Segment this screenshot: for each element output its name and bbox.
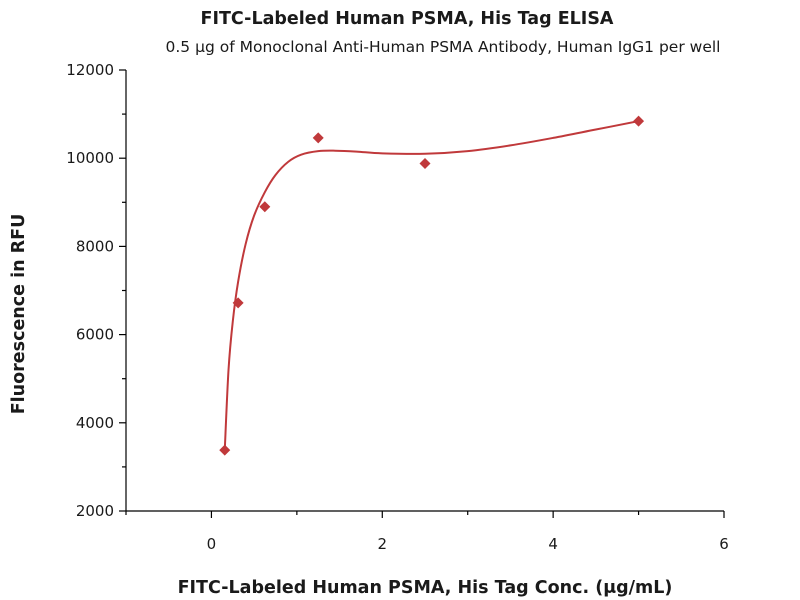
- x-tick-label: 6: [719, 535, 729, 553]
- fit-curve-group: [223, 120, 639, 451]
- data-point: [633, 115, 645, 127]
- data-point: [312, 132, 324, 144]
- data-points: [219, 115, 645, 456]
- chart-subtitle: 0.5 μg of Monoclonal Anti-Human PSMA Ant…: [166, 38, 721, 56]
- y-tick-label: 8000: [76, 237, 114, 255]
- y-tick-label: 2000: [76, 502, 114, 520]
- x-axis-label: FITC-Labeled Human PSMA, His Tag Conc. (…: [178, 578, 673, 598]
- fit-curve: [223, 120, 639, 451]
- y-tick-label: 10000: [66, 149, 114, 167]
- y-tick-label: 12000: [66, 61, 114, 79]
- y-axis-label: Fluorescence in RFU: [9, 214, 29, 415]
- ticks: 2000 4000 6000 8000 10000 12000 0 2 4 6: [66, 61, 728, 553]
- data-point: [259, 201, 271, 213]
- data-point: [419, 157, 431, 169]
- x-tick-label: 0: [207, 535, 217, 553]
- y-tick-label: 4000: [76, 414, 114, 432]
- x-tick-label: 4: [548, 535, 558, 553]
- chart-title: FITC-Labeled Human PSMA, His Tag ELISA: [201, 9, 614, 29]
- y-tick-label: 6000: [76, 326, 114, 344]
- x-tick-label: 2: [378, 535, 388, 553]
- data-point: [232, 297, 244, 309]
- data-point: [219, 444, 231, 456]
